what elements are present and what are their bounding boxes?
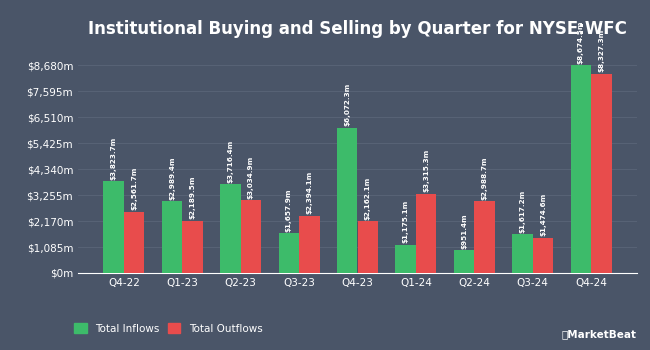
Text: $1,474.6m: $1,474.6m	[540, 193, 546, 236]
Bar	[182, 220, 203, 273]
Bar	[103, 181, 124, 273]
Bar	[162, 201, 182, 273]
Text: $1,657.9m: $1,657.9m	[286, 188, 292, 232]
Text: $2,989.4m: $2,989.4m	[169, 156, 175, 200]
Text: $3,823.7m: $3,823.7m	[111, 137, 116, 180]
Text: $2,189.5m: $2,189.5m	[190, 176, 196, 219]
Bar	[124, 212, 144, 273]
Text: $1,617.2m: $1,617.2m	[519, 190, 525, 233]
Bar	[454, 250, 474, 273]
Bar	[220, 184, 240, 273]
Title: Institutional Buying and Selling by Quarter for NYSE:WFC: Institutional Buying and Selling by Quar…	[88, 20, 627, 38]
Text: $8,674.5m: $8,674.5m	[578, 20, 584, 64]
Bar	[591, 74, 612, 273]
Text: $2,394.1m: $2,394.1m	[306, 171, 312, 214]
Bar	[395, 245, 416, 273]
Bar	[533, 238, 553, 273]
Bar	[299, 216, 320, 273]
Text: $1,175.1m: $1,175.1m	[403, 200, 409, 243]
Text: $951.4m: $951.4m	[461, 213, 467, 249]
Text: $8,327.3m: $8,327.3m	[599, 29, 604, 72]
Bar	[571, 65, 591, 273]
Legend: Total Inflows, Total Outflows: Total Inflows, Total Outflows	[70, 319, 266, 338]
Text: $2,561.7m: $2,561.7m	[131, 167, 137, 210]
Bar	[337, 128, 358, 273]
Text: $6,072.3m: $6,072.3m	[344, 83, 350, 126]
Bar	[279, 233, 299, 273]
Text: ⯈MarketBeat: ⯈MarketBeat	[562, 329, 637, 340]
Text: $3,034.9m: $3,034.9m	[248, 156, 254, 199]
Bar	[512, 234, 533, 273]
Text: $3,716.4m: $3,716.4m	[227, 139, 233, 183]
Text: $3,315.3m: $3,315.3m	[423, 149, 429, 192]
Bar	[358, 221, 378, 273]
Text: $2,162.1m: $2,162.1m	[365, 176, 370, 220]
Bar	[240, 200, 261, 273]
Bar	[416, 194, 436, 273]
Text: $2,988.7m: $2,988.7m	[482, 156, 488, 200]
Bar	[474, 202, 495, 273]
